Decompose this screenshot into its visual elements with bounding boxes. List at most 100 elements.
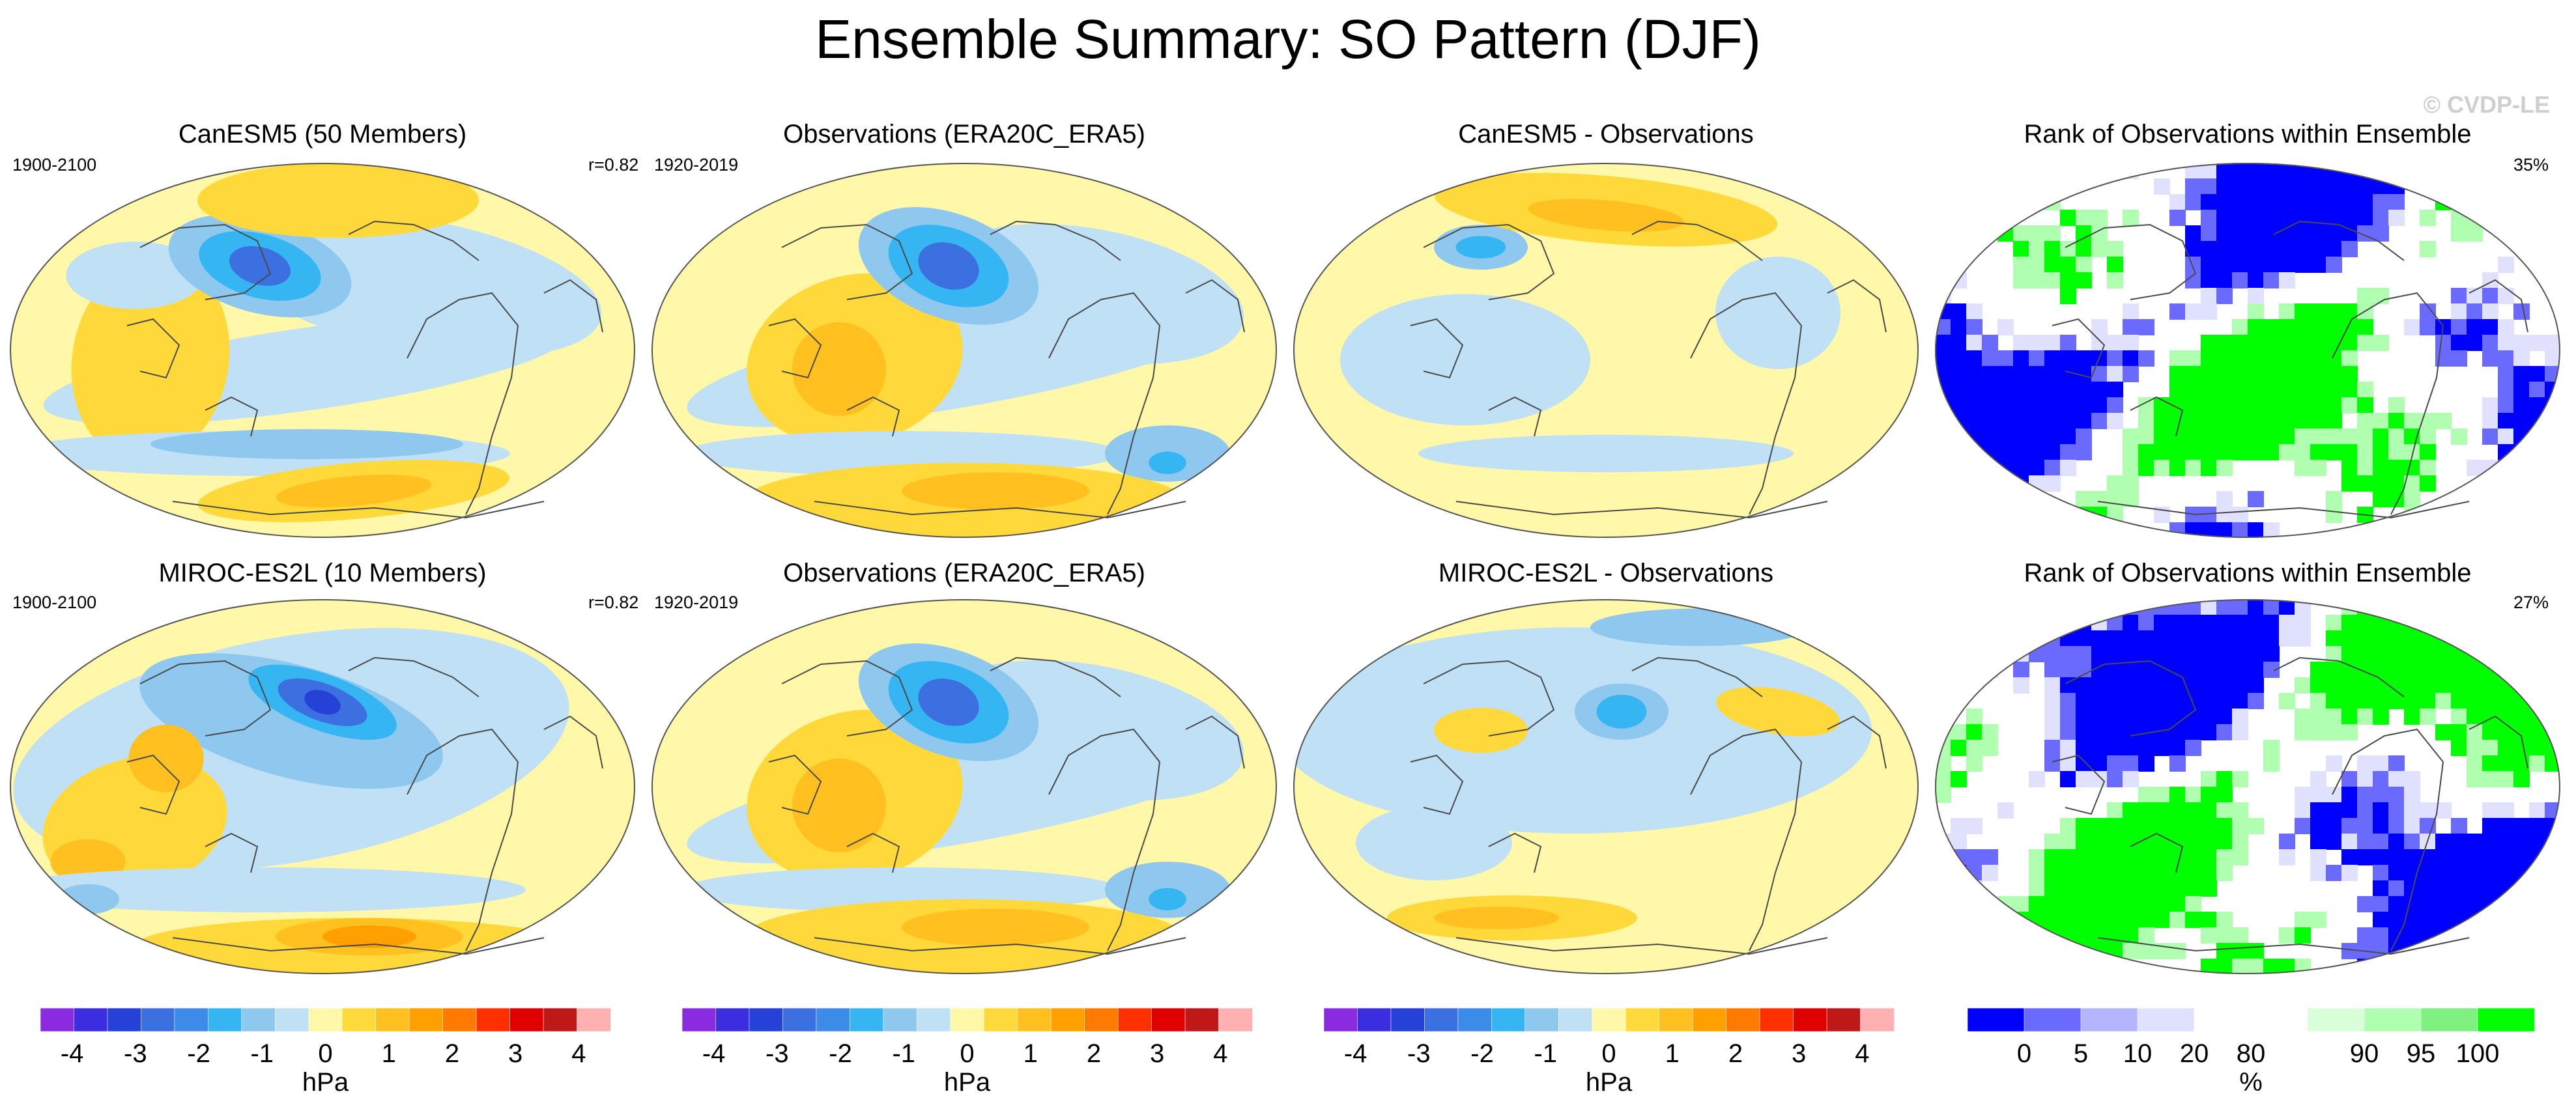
rank-cell	[2388, 475, 2405, 492]
rank-cell	[2076, 522, 2092, 538]
rank-cell	[2060, 693, 2076, 709]
rank-cell	[2013, 194, 2029, 210]
rank-cell	[2482, 771, 2498, 787]
rank-cell	[2076, 771, 2092, 787]
rank-cell	[2341, 943, 2358, 959]
rank-cell	[2154, 630, 2170, 647]
rank-cell	[2341, 865, 2358, 881]
rank-cell	[2232, 709, 2248, 725]
rank-cell	[2482, 413, 2498, 429]
rank-cell	[2498, 865, 2514, 881]
rank-cell	[2498, 912, 2514, 928]
coastline	[1455, 937, 1828, 955]
rank-cell	[2029, 163, 2045, 179]
rank-cell	[2310, 709, 2326, 725]
rank-cell	[2529, 693, 2545, 709]
rank-cell	[2373, 475, 2389, 492]
rank-cell	[2185, 615, 2201, 631]
colorbar-tick-label: -2	[829, 1039, 852, 1068]
obs-contour-7	[918, 679, 979, 726]
rank-cell	[2169, 460, 2186, 476]
rank-cell	[2310, 662, 2326, 678]
colorbar-swatch	[883, 1007, 918, 1032]
coastline	[990, 656, 1121, 697]
colorbar-swatch	[1860, 1007, 1895, 1032]
rank-cell	[1951, 724, 1967, 740]
rank-cell	[2310, 413, 2326, 429]
rank-cell	[2435, 522, 2452, 538]
rank-cell	[2123, 460, 2139, 476]
rank-cell	[2341, 818, 2358, 834]
colorbar-tick-label: 80	[2236, 1039, 2266, 1068]
rank-cell	[2373, 818, 2389, 834]
rank-cell	[2216, 802, 2233, 819]
colorbar-swatch	[509, 1007, 544, 1032]
rank-cell	[2091, 709, 2108, 725]
rank-cell	[2467, 507, 2483, 523]
rank-cell	[2060, 444, 2076, 460]
rank-cell	[2216, 677, 2233, 694]
rank-cell	[2373, 880, 2389, 897]
rank-cell	[2013, 382, 2029, 398]
rank-cell	[2404, 677, 2420, 694]
rank-cell	[2091, 755, 2108, 772]
colorbar-swatch	[1184, 1007, 1220, 1032]
model0-contour-7	[229, 246, 291, 286]
rank-cell	[2295, 959, 2311, 974]
rank-cell	[2498, 834, 2514, 850]
rank-cell	[1966, 959, 1982, 974]
rank-cell	[2373, 755, 2389, 772]
rank-cell	[2185, 880, 2201, 897]
rank-cell	[1951, 880, 1967, 897]
colorbar-swatch	[1826, 1007, 1861, 1032]
rank-cell	[2107, 397, 2123, 414]
rank-cell	[2373, 460, 2389, 476]
rank-cell	[1966, 366, 1982, 382]
rank-cell	[2044, 959, 2061, 974]
rank-cell	[1935, 163, 1951, 179]
colorbar-swatch	[1424, 1007, 1459, 1032]
rank-cell	[2388, 896, 2405, 912]
rank-cell	[2341, 646, 2358, 662]
colorbar-swatch	[1050, 1007, 1085, 1032]
rank-cell	[2029, 428, 2045, 445]
rank-cell	[2138, 319, 2154, 335]
rank-cell	[2216, 397, 2233, 414]
rank-cell	[2138, 943, 2154, 959]
rank-cell	[2216, 382, 2233, 398]
rank-cell	[2467, 599, 2483, 615]
diff1-contour-4	[1434, 708, 1528, 753]
rank-cell	[2388, 849, 2405, 865]
colorbar-swatch	[1558, 1007, 1593, 1032]
rank-cell	[2232, 444, 2248, 460]
colorbar-tick-label: 4	[1855, 1039, 1870, 1068]
rank-cell	[2451, 896, 2467, 912]
colorbar-swatch	[816, 1007, 851, 1032]
rank-cell	[2373, 912, 2389, 928]
rank-cell	[2044, 912, 2061, 928]
rank-cell	[2044, 677, 2061, 694]
coastline	[1410, 318, 1464, 379]
rank-cell	[2357, 428, 2373, 445]
rank-cell	[2201, 413, 2217, 429]
rank-cell	[2248, 397, 2264, 414]
rank-cell	[2185, 662, 2201, 678]
rank-cell	[2013, 366, 2029, 382]
rank-cell	[2107, 755, 2123, 772]
rank-cell	[2545, 630, 2560, 647]
colorbar-swatch	[1659, 1007, 1693, 1032]
rank-cell	[2154, 896, 2170, 912]
rank-cell	[1966, 335, 1982, 351]
rank-cell	[2185, 428, 2201, 445]
rank-cell	[2498, 849, 2514, 865]
rank-cell	[2295, 709, 2311, 725]
rank-cell	[2060, 912, 2076, 928]
rank-cell	[2107, 771, 2123, 787]
rank-cell	[2310, 460, 2326, 476]
rank-cell	[2185, 303, 2201, 320]
rank-cell	[2076, 210, 2092, 226]
colorbar-swatch	[1390, 1007, 1425, 1032]
rank-cell	[2404, 615, 2420, 631]
rank-cell	[2467, 693, 2483, 709]
colorbar-swatch	[2250, 1007, 2308, 1032]
